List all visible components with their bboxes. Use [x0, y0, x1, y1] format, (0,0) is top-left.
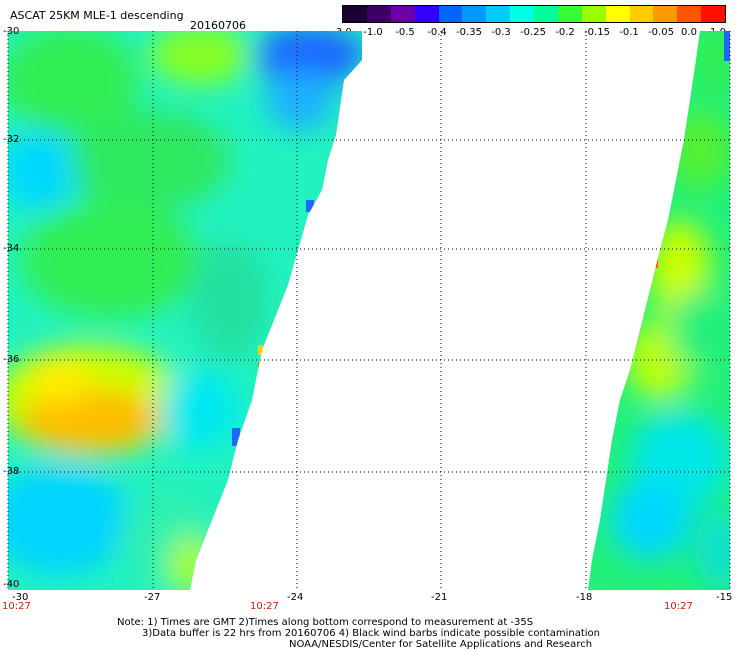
time-label: 10:27 [664, 601, 693, 612]
left-swath [8, 31, 362, 590]
colorbar-label-4: -0.35 [456, 27, 482, 38]
colorbar [342, 5, 726, 23]
colorbar-swatch-15 [701, 6, 725, 22]
right-swath [588, 31, 730, 590]
note-line-3: NOAA/NESDIS/Center for Satellite Applica… [289, 639, 593, 650]
colorbar-swatch-14 [677, 6, 702, 22]
x-tick-label: -18 [576, 592, 593, 603]
y-tick-label: -40 [3, 579, 20, 590]
colorbar-swatch-3 [414, 6, 439, 22]
note-line-2: 3)Data buffer is 22 hrs from 20160706 4)… [142, 628, 600, 639]
colorbar-swatch-7 [510, 6, 534, 22]
x-tick-label: -27 [144, 592, 161, 603]
colorbar-swatch-11 [605, 6, 630, 22]
colorbar-label-6: -0.25 [520, 27, 546, 38]
colorbar-label-9: -0.1 [619, 27, 639, 38]
colorbar-swatch-8 [534, 6, 558, 22]
colorbar-swatch-10 [581, 6, 606, 22]
colorbar-swatch-6 [486, 6, 511, 22]
colorbar-label-2: -0.5 [395, 27, 415, 38]
colorbar-swatch-1 [366, 6, 391, 22]
colorbar-label-7: -0.2 [555, 27, 575, 38]
y-tick-label: -32 [3, 134, 20, 145]
product-date: 20160706 [190, 19, 246, 32]
time-label: 10:27 [2, 601, 31, 612]
product-title: ASCAT 25KM MLE-1 descending [10, 9, 184, 22]
x-tick-label: -30 [12, 592, 29, 603]
time-label: 10:27 [250, 601, 279, 612]
colorbar-label-3: -0.4 [427, 27, 447, 38]
colorbar-label-5: -0.3 [491, 27, 511, 38]
colorbar-swatch-13 [653, 6, 678, 22]
colorbar-swatch-4 [438, 6, 463, 22]
colorbar-label-10: -0.05 [648, 27, 674, 38]
graticule [8, 31, 730, 590]
colorbar-swatch-2 [390, 6, 415, 22]
x-tick-label: -24 [287, 592, 304, 603]
y-tick-label: -38 [3, 466, 20, 477]
colorbar-swatch-9 [557, 6, 582, 22]
x-tick-label: -21 [431, 592, 448, 603]
colorbar-label-8: -0.15 [584, 27, 610, 38]
colorbar-swatch-5 [462, 6, 487, 22]
note-line-1: Note: 1) Times are GMT 2)Times along bot… [117, 617, 534, 628]
x-tick-label: -15 [716, 592, 733, 603]
colorbar-swatch-12 [629, 6, 654, 22]
y-tick-label: -30 [3, 26, 20, 37]
colorbar-label-1: -1.0 [363, 27, 383, 38]
y-tick-label: -34 [3, 243, 20, 254]
colorbar-swatch-0 [343, 6, 367, 22]
y-tick-label: -36 [3, 354, 20, 365]
colorbar-label-11: 0.0 [681, 27, 697, 38]
